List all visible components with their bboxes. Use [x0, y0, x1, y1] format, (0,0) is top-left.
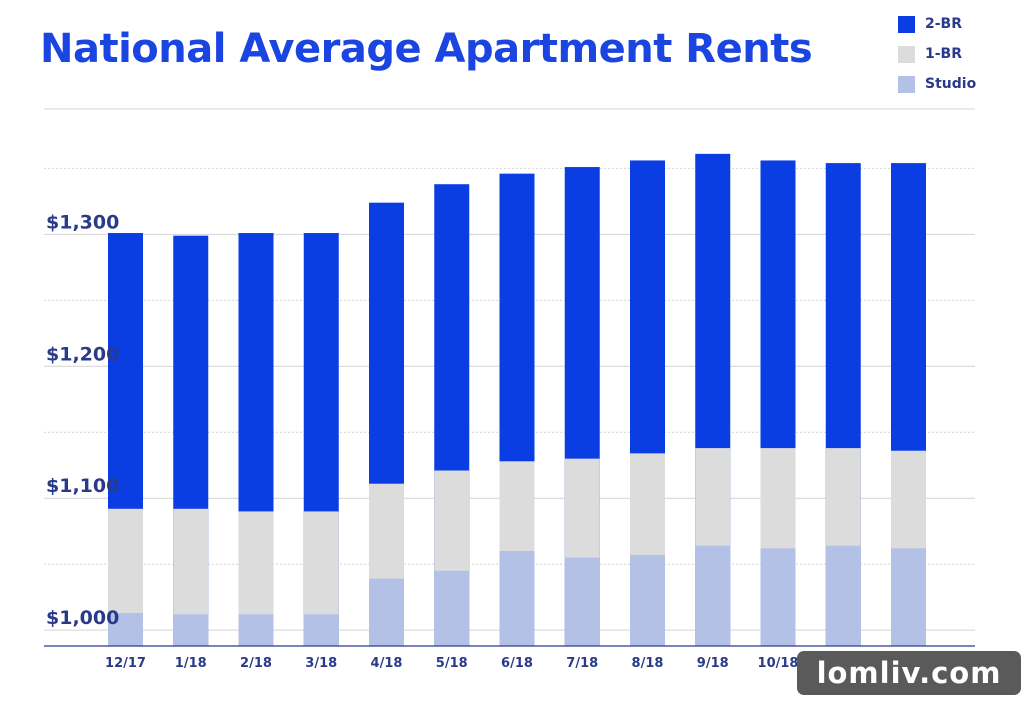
- bar-studio: [499, 551, 535, 646]
- legend-swatch-2br: [898, 15, 915, 33]
- x-tick-label: 2/18: [240, 656, 272, 671]
- watermark: lomliv.com: [797, 651, 1021, 695]
- bar-studio: [891, 548, 926, 646]
- bar-studio: [760, 548, 796, 646]
- y-tick-label: $1,300: [46, 211, 119, 233]
- bar-studio: [108, 613, 143, 646]
- bar-studio: [238, 614, 274, 646]
- legend-item-studio: Studio: [898, 74, 976, 94]
- legend-swatch-1br: [898, 45, 915, 63]
- bar-studio: [434, 570, 470, 646]
- legend-label-2br: 2-BR: [925, 16, 963, 32]
- x-tick-label: 1/18: [175, 656, 207, 671]
- x-tick-label: 8/18: [632, 656, 664, 671]
- x-tick-label: 5/18: [436, 656, 468, 671]
- x-tick-label: 9/18: [697, 656, 729, 671]
- legend-item-1br: 1-BR: [898, 44, 976, 64]
- bar-studio: [369, 578, 404, 646]
- bar-studio: [564, 557, 600, 646]
- legend-swatch-studio: [898, 75, 915, 93]
- y-tick-label: $1,200: [46, 343, 119, 365]
- bar-studio: [303, 614, 339, 646]
- legend: 2-BR 1-BR Studio: [898, 14, 976, 104]
- bar-studio: [695, 545, 731, 646]
- chart-title: National Average Apartment Rents: [40, 26, 813, 72]
- x-tick-label: 4/18: [371, 656, 403, 671]
- bar-studio: [630, 554, 665, 646]
- y-tick-label: $1,100: [46, 475, 119, 497]
- x-tick-label: 3/18: [305, 656, 337, 671]
- y-tick-label: $1,000: [46, 607, 119, 629]
- bar-studio: [825, 545, 861, 646]
- legend-label-studio: Studio: [925, 76, 977, 92]
- legend-item-2br: 2-BR: [898, 14, 976, 34]
- legend-label-1br: 1-BR: [925, 46, 963, 62]
- x-tick-label: 12/17: [105, 656, 146, 671]
- x-tick-label: 10/18: [758, 656, 799, 671]
- bar-studio: [173, 614, 209, 646]
- x-tick-label: 6/18: [501, 656, 533, 671]
- x-tick-label: 7/18: [566, 656, 598, 671]
